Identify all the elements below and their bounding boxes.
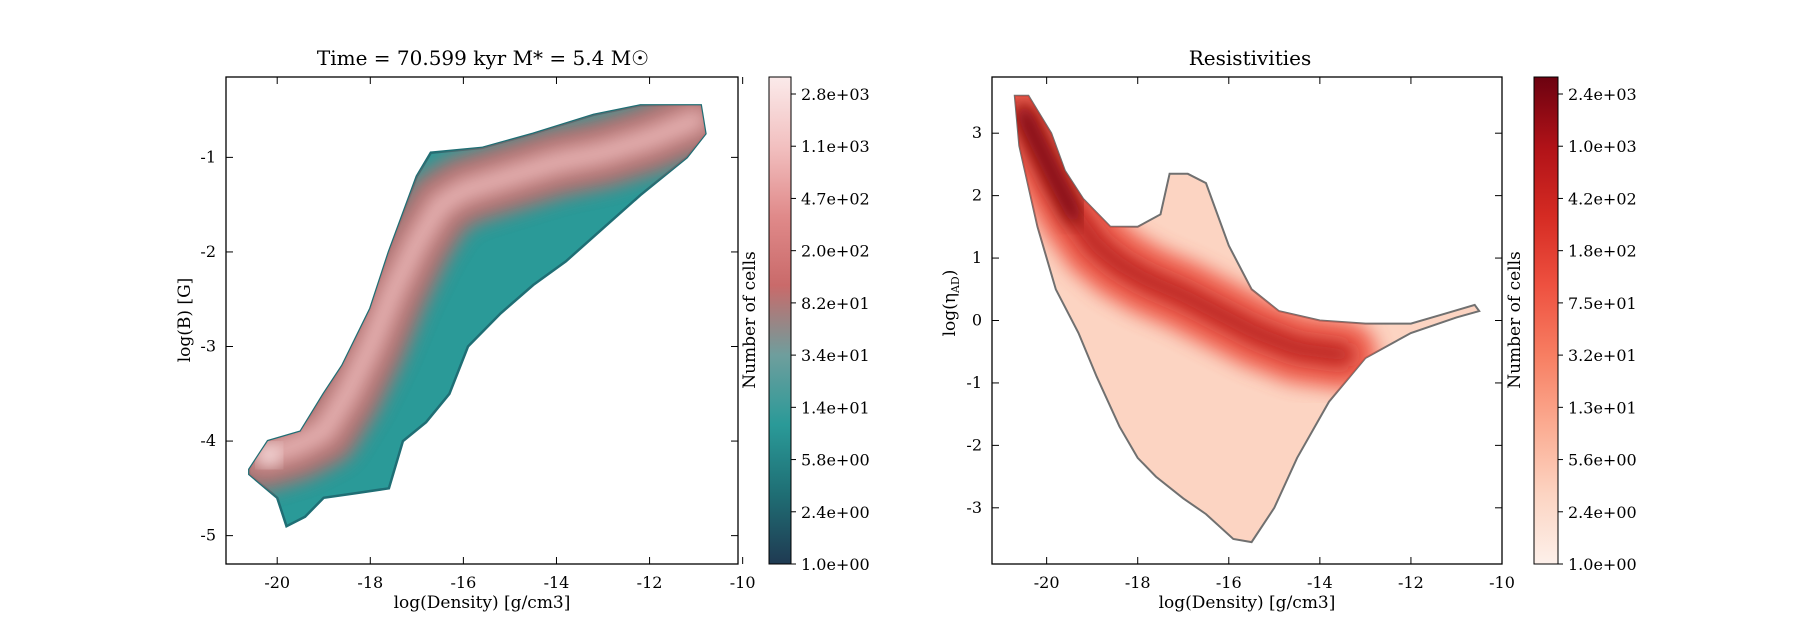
x-tick-label: -18 (1125, 573, 1151, 592)
right-colorbar-label: Number of cells (1505, 251, 1525, 389)
x-tick-label: -14 (1307, 573, 1333, 592)
x-tick-label: -16 (1216, 573, 1242, 592)
right-y-axis-label: log(ηAD) (940, 270, 962, 337)
y-tick-label: -2 (200, 242, 216, 261)
colorbar-tick-label: 1.1e+03 (801, 137, 870, 156)
colorbar-tick-label: 5.8e+00 (801, 451, 870, 470)
colorbar-tick-label: 2.4e+03 (1568, 85, 1637, 104)
right-y-axis-label-sub: AD (949, 276, 962, 294)
left-plot-area (248, 104, 707, 528)
left-y-axis-label: log(B) [G] (175, 278, 195, 363)
colorbar-tick-label: 7.5e+01 (1568, 294, 1637, 313)
y-tick-label: 0 (972, 311, 982, 330)
colorbar-tick-label: 1.8e+02 (1568, 242, 1637, 261)
colorbar-tick-label: 4.2e+02 (1568, 189, 1637, 208)
x-tick-label: -14 (544, 573, 570, 592)
x-tick-label: -20 (264, 573, 290, 592)
right-y-ticks: -3 -2 -1 0 1 2 3 (966, 123, 1502, 517)
left-chart-title: Time = 70.599 kyr M* = 5.4 M☉ (317, 46, 649, 70)
x-tick-label: -16 (450, 573, 476, 592)
colorbar-tick-label: 1.0e+00 (801, 555, 870, 574)
x-tick-label: -20 (1034, 573, 1060, 592)
colorbar-tick-label: 3.4e+01 (801, 346, 870, 365)
colorbar-tick-label: 2.8e+03 (801, 85, 870, 104)
left-colorbar (768, 76, 792, 565)
colorbar-tick-label: 8.2e+01 (801, 294, 870, 313)
y-tick-label: -1 (200, 147, 216, 166)
y-tick-label: 1 (972, 248, 982, 267)
y-tick-label: 3 (972, 123, 982, 142)
colorbar-tick-label: 4.7e+02 (801, 189, 870, 208)
left-y-ticks: -5 -4 -3 -2 -1 (200, 147, 738, 545)
left-x-ticks: -20 -18 -16 -14 -12 -10 (264, 77, 756, 592)
colorbar-tick-label: 5.6e+00 (1568, 451, 1637, 470)
y-tick-label: -1 (966, 373, 982, 392)
density-max-0 (259, 445, 280, 466)
x-tick-label: -12 (637, 573, 663, 592)
colorbar-tick-label: 2.4e+00 (1568, 503, 1637, 522)
right-panel: Resistivities -20 -18 -16 -14 -12 -10 -3-2-10… (940, 46, 1637, 613)
right-x-axis-label: log(Density) [g/cm3] (1159, 593, 1336, 613)
right-chart-title: Resistivities (1189, 46, 1311, 70)
x-tick-label: -12 (1398, 573, 1424, 592)
colorbar-tick-label: 2.4e+00 (801, 503, 870, 522)
density-core-0 (249, 105, 706, 491)
density-peak-0 (251, 107, 706, 468)
left-x-axis-label: log(Density) [g/cm3] (394, 593, 571, 613)
y-tick-label: -2 (966, 435, 982, 454)
right-x-ticks: -20 -18 -16 -14 -12 -10 (1034, 77, 1515, 592)
y-tick-label: -3 (200, 337, 216, 356)
density-core-1 (1014, 95, 1378, 390)
right-y-axis-label-main: log(η (940, 293, 960, 336)
colorbar-tick-label: 1.3e+01 (1568, 398, 1637, 417)
colorbar-tick-label: 1.0e+03 (1568, 137, 1637, 156)
colorbar-tick-label: 2.0e+02 (801, 242, 870, 261)
colorbar-tick-label: 1.0e+00 (1568, 555, 1637, 574)
left-panel: Time = 70.599 kyr M* = 5.4 M☉ -20 -18 -16-… (175, 46, 870, 613)
right-colorbar-ticks: 1.0e+00 2.4e+00 5.6e+00 1.3e+01 3.2e+01 7.5e+… (1558, 85, 1637, 574)
density-max-1 (1015, 106, 1082, 223)
y-tick-label: -5 (200, 526, 216, 545)
left-colorbar-label: Number of cells (740, 251, 760, 389)
x-tick-label: -18 (357, 573, 383, 592)
x-tick-label: -10 (730, 573, 756, 592)
colorbar-tick-label: 3.2e+01 (1568, 346, 1637, 365)
x-tick-label: -10 (1489, 573, 1515, 592)
right-y-axis-label-close: ) (940, 270, 960, 277)
colorbar-tick-label: 1.4e+01 (801, 398, 870, 417)
right-colorbar (1533, 76, 1559, 565)
left-colorbar-ticks: 1.0e+00 2.4e+00 5.8e+00 1.4e+01 3.4e+01 8.2e+… (791, 85, 870, 574)
y-tick-label: -3 (966, 498, 982, 517)
y-tick-label: 2 (972, 186, 982, 205)
left-axes-frame (225, 76, 739, 565)
y-tick-label: -4 (200, 431, 216, 450)
right-plot-area (1013, 94, 1481, 544)
